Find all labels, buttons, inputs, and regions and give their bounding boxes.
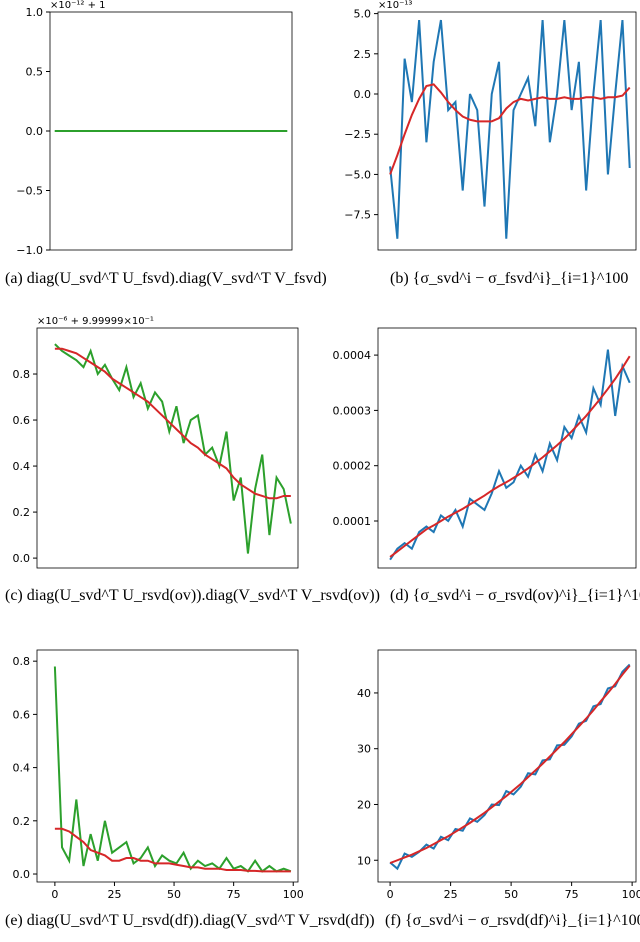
- offset-text: ×10⁻⁶ + 9.99999×10⁻¹: [37, 316, 154, 327]
- y-tick-label: 0.8: [13, 368, 31, 381]
- y-tick-label: −5.0: [344, 168, 371, 181]
- y-tick-label: 0.0002: [333, 460, 372, 473]
- x-tick-label: 100: [283, 888, 304, 901]
- x-tick-label: 50: [504, 888, 518, 901]
- caption: (c) diag(U_svd^T U_rsvd(ov)).diag(V_svd^…: [5, 587, 380, 604]
- y-tick-label: 1.0: [26, 6, 44, 19]
- y-tick-label: 0.6: [13, 414, 31, 427]
- line-series: [54, 347, 291, 500]
- line-series: [389, 83, 631, 175]
- y-tick-label: 0.4: [13, 460, 31, 473]
- y-tick-label: 0.0: [26, 125, 44, 138]
- y-tick-label: 0.0: [13, 552, 31, 565]
- y-tick-label: 30: [357, 743, 371, 756]
- axes-frame: [49, 11, 293, 251]
- y-tick-label: 2.5: [354, 48, 372, 61]
- axes-frame: [377, 327, 637, 569]
- caption: (f) {σ_svd^i − σ_rsvd(df)^i}_{i=1}^100: [385, 912, 640, 929]
- y-tick-label: 0.6: [13, 708, 31, 721]
- line-series: [53, 666, 292, 873]
- line-series: [389, 663, 631, 871]
- x-tick-label: 75: [565, 888, 579, 901]
- line-series: [389, 19, 631, 239]
- y-tick-label: 0.0004: [333, 349, 372, 362]
- x-tick-label: 25: [444, 888, 458, 901]
- caption: (d) {σ_svd^i − σ_rsvd(ov)^i}_{i=1}^100: [390, 587, 640, 604]
- offset-text: ×10⁻¹³: [378, 0, 412, 11]
- y-tick-label: 40: [357, 687, 371, 700]
- y-tick-label: 0.0: [354, 88, 372, 101]
- axes-frame: [377, 11, 637, 251]
- y-tick-label: −0.5: [16, 185, 43, 198]
- line-series: [389, 664, 631, 864]
- y-tick-label: 5.0: [354, 8, 372, 21]
- line-series: [389, 349, 631, 561]
- axes-frame: [36, 649, 299, 883]
- y-tick-label: 20: [357, 798, 371, 811]
- y-tick-label: 0.5: [26, 66, 44, 79]
- x-tick-label: 75: [227, 888, 241, 901]
- line-series: [389, 355, 631, 558]
- y-tick-label: −2.5: [344, 128, 371, 141]
- y-tick-label: 0.0: [13, 868, 31, 881]
- axes-frame: [36, 327, 299, 569]
- caption: (b) {σ_svd^i − σ_fsvd^i}_{i=1}^100: [390, 270, 628, 287]
- y-tick-label: −7.5: [344, 209, 371, 222]
- line-series: [54, 827, 291, 873]
- y-tick-label: 0.4: [13, 762, 31, 775]
- y-tick-label: 0.2: [13, 506, 31, 519]
- axes-frame: [377, 649, 637, 883]
- x-tick-label: 0: [51, 888, 58, 901]
- y-tick-label: 0.2: [13, 815, 31, 828]
- offset-text: ×10⁻¹² + 1: [50, 0, 106, 11]
- y-tick-label: 10: [357, 854, 371, 867]
- line-series: [54, 343, 292, 554]
- y-tick-label: 0.8: [13, 655, 31, 668]
- x-tick-label: 50: [167, 888, 181, 901]
- caption: (a) diag(U_svd^T U_fsvd).diag(V_svd^T V_…: [5, 270, 327, 287]
- x-tick-label: 100: [622, 888, 640, 901]
- x-tick-label: 25: [107, 888, 121, 901]
- y-tick-label: 0.0001: [333, 515, 372, 528]
- x-tick-label: 0: [387, 888, 394, 901]
- y-tick-label: −1.0: [16, 244, 43, 257]
- y-tick-label: 0.0003: [333, 404, 372, 417]
- caption: (e) diag(U_svd^T U_rsvd(df)).diag(V_svd^…: [5, 912, 375, 929]
